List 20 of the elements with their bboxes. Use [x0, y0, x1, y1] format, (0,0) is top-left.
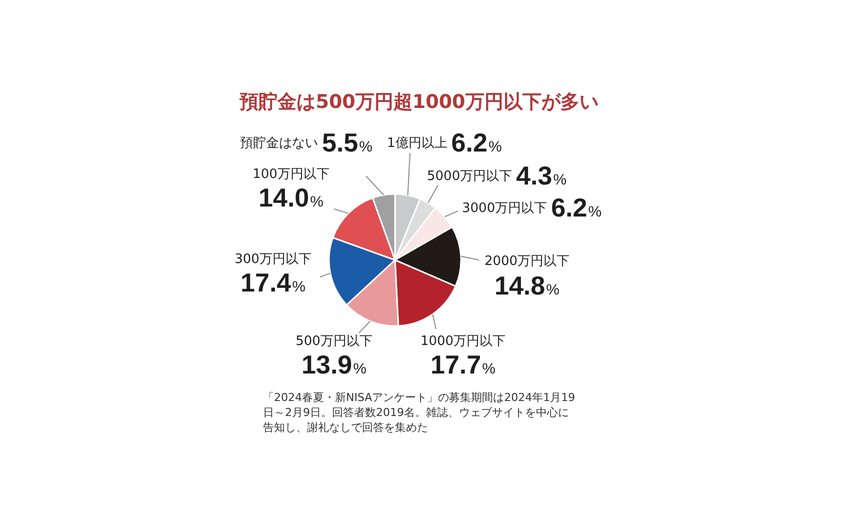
- data-label: 5.5%: [322, 128, 372, 158]
- slice-label: 2000万円以下: [484, 254, 570, 269]
- data-label: 6.2%: [551, 192, 602, 222]
- slice-label: 預貯金はない: [240, 136, 318, 151]
- slice-label: 3000万円以下: [462, 201, 548, 216]
- data-label: 4.3%: [516, 160, 567, 190]
- data-label: 17.4%: [240, 268, 306, 298]
- data-label: 17.7%: [430, 350, 496, 380]
- text: 「2024春夏・新NISAアンケート」の募集期間は2024年1月19日～2月9日。回答者数2019名。雑誌、ウェブサイトを中心に告知し、謝礼なしで回答を集めた: [263, 390, 576, 435]
- slice-label: 1億円以上: [387, 136, 448, 151]
- slice-label: 300万円以下: [234, 252, 312, 267]
- data-label: 6.2%: [451, 128, 502, 158]
- data-label: 14.8%: [494, 270, 560, 300]
- chart-title: 預貯金は500万円超1000万円以下が多い: [238, 91, 598, 113]
- slice-label: 500万円以下: [296, 334, 372, 349]
- slice-label: 1000万円以下: [420, 334, 506, 349]
- data-label: 14.0%: [258, 182, 324, 212]
- data-label: 13.9%: [302, 350, 366, 380]
- slice-label: 5000万円以下: [427, 169, 512, 184]
- slice-label: 100万円以下: [252, 167, 330, 182]
